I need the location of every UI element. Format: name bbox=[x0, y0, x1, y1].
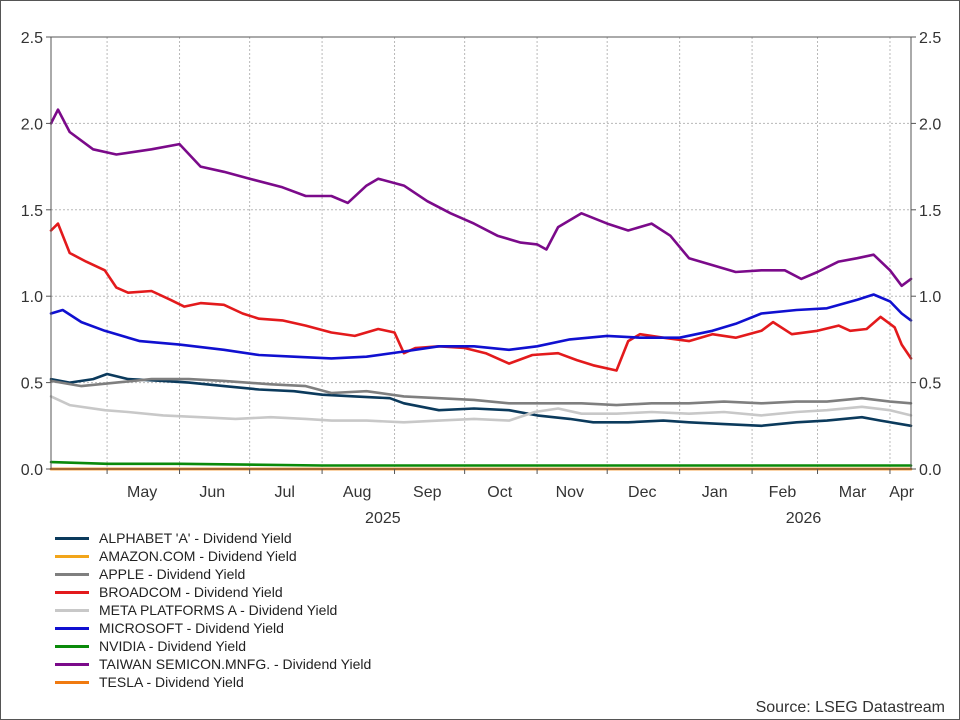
legend-label: TESLA - Dividend Yield bbox=[99, 674, 244, 690]
legend-label: AMAZON.COM - Dividend Yield bbox=[99, 548, 297, 564]
legend-item: APPLE - Dividend Yield bbox=[55, 565, 371, 583]
x-year-label: 2025 bbox=[365, 510, 401, 527]
x-tick-label: Aug bbox=[343, 484, 371, 501]
series-line-8 bbox=[49, 108, 913, 288]
y-tick-label-left: 0.5 bbox=[21, 376, 43, 393]
legend-item: MICROSOFT - Dividend Yield bbox=[55, 619, 371, 637]
y-tick-label-left: 2.5 bbox=[21, 30, 43, 47]
x-tick-label: Jul bbox=[274, 484, 294, 501]
y-tick-label-right: 1.0 bbox=[919, 289, 941, 306]
legend-item: BROADCOM - Dividend Yield bbox=[55, 583, 371, 601]
legend-swatch bbox=[55, 608, 89, 612]
legend-item: ALPHABET 'A' - Dividend Yield bbox=[55, 529, 371, 547]
series-line-3 bbox=[49, 377, 913, 407]
x-tick-label: Feb bbox=[769, 484, 797, 501]
x-tick-label: Apr bbox=[889, 484, 915, 501]
legend-label: NVIDIA - Dividend Yield bbox=[99, 638, 247, 654]
legend-label: TAIWAN SEMICON.MNFG. - Dividend Yield bbox=[99, 656, 372, 672]
legend-swatch bbox=[55, 590, 89, 594]
legend-item: AMAZON.COM - Dividend Yield bbox=[55, 547, 371, 565]
legend-label: META PLATFORMS A - Dividend Yield bbox=[99, 602, 338, 618]
x-tick-label: May bbox=[127, 484, 157, 501]
y-tick-label-right: 0.5 bbox=[919, 376, 941, 393]
legend-swatch bbox=[55, 572, 89, 576]
legend-item: TESLA - Dividend Yield bbox=[55, 673, 371, 691]
legend-swatch bbox=[55, 644, 89, 648]
y-tick-label-right: 1.5 bbox=[919, 203, 941, 220]
grid-lines bbox=[51, 37, 911, 469]
legend-swatch bbox=[55, 662, 89, 666]
legend-swatch bbox=[55, 536, 89, 540]
y-tick-label-left: 1.5 bbox=[21, 203, 43, 220]
legend: ALPHABET 'A' - Dividend Yield AMAZON.COM… bbox=[55, 529, 371, 691]
legend-item: META PLATFORMS A - Dividend Yield bbox=[55, 601, 371, 619]
axis-ticks bbox=[46, 36, 916, 474]
x-year-label: 2026 bbox=[786, 510, 822, 527]
plot-area-border bbox=[50, 36, 912, 470]
axis-labels: 0.0 0.0 0.5 0.5 1.0 1.0 1.5 1.5 2.0 2.0 2.5 2.5 May J… bbox=[21, 30, 942, 527]
series-line-6 bbox=[49, 293, 913, 360]
legend-item: NVIDIA - Dividend Yield bbox=[55, 637, 371, 655]
y-tick-label-right: 2.5 bbox=[919, 30, 941, 47]
legend-label: BROADCOM - Dividend Yield bbox=[99, 584, 283, 600]
x-tick-label: Nov bbox=[556, 484, 584, 501]
legend-swatch bbox=[55, 680, 89, 684]
x-tick-label: Jan bbox=[702, 484, 728, 501]
series-line-1 bbox=[49, 372, 913, 428]
legend-swatch bbox=[55, 554, 89, 558]
legend-label: MICROSOFT - Dividend Yield bbox=[99, 620, 284, 636]
x-tick-label: Oct bbox=[487, 484, 512, 501]
legend-label: ALPHABET 'A' - Dividend Yield bbox=[99, 530, 292, 546]
series-line-4 bbox=[49, 222, 913, 372]
legend-item: TAIWAN SEMICON.MNFG. - Dividend Yield bbox=[55, 655, 371, 673]
y-tick-label-left: 0.0 bbox=[21, 462, 43, 479]
series-line-7 bbox=[49, 460, 913, 467]
legend-swatch bbox=[55, 626, 89, 630]
y-tick-label-left: 2.0 bbox=[21, 116, 43, 133]
y-tick-label-right: 0.0 bbox=[919, 462, 941, 479]
x-tick-label: Jun bbox=[199, 484, 225, 501]
y-tick-label-left: 1.0 bbox=[21, 289, 43, 306]
x-tick-label: Mar bbox=[839, 484, 867, 501]
y-tick-label-right: 2.0 bbox=[919, 116, 941, 133]
x-tick-label: Dec bbox=[628, 484, 656, 501]
series-line-5 bbox=[49, 395, 913, 424]
x-tick-label: Sep bbox=[413, 484, 442, 501]
source-note: Source: LSEG Datastream bbox=[755, 699, 945, 716]
legend-label: APPLE - Dividend Yield bbox=[99, 566, 246, 582]
